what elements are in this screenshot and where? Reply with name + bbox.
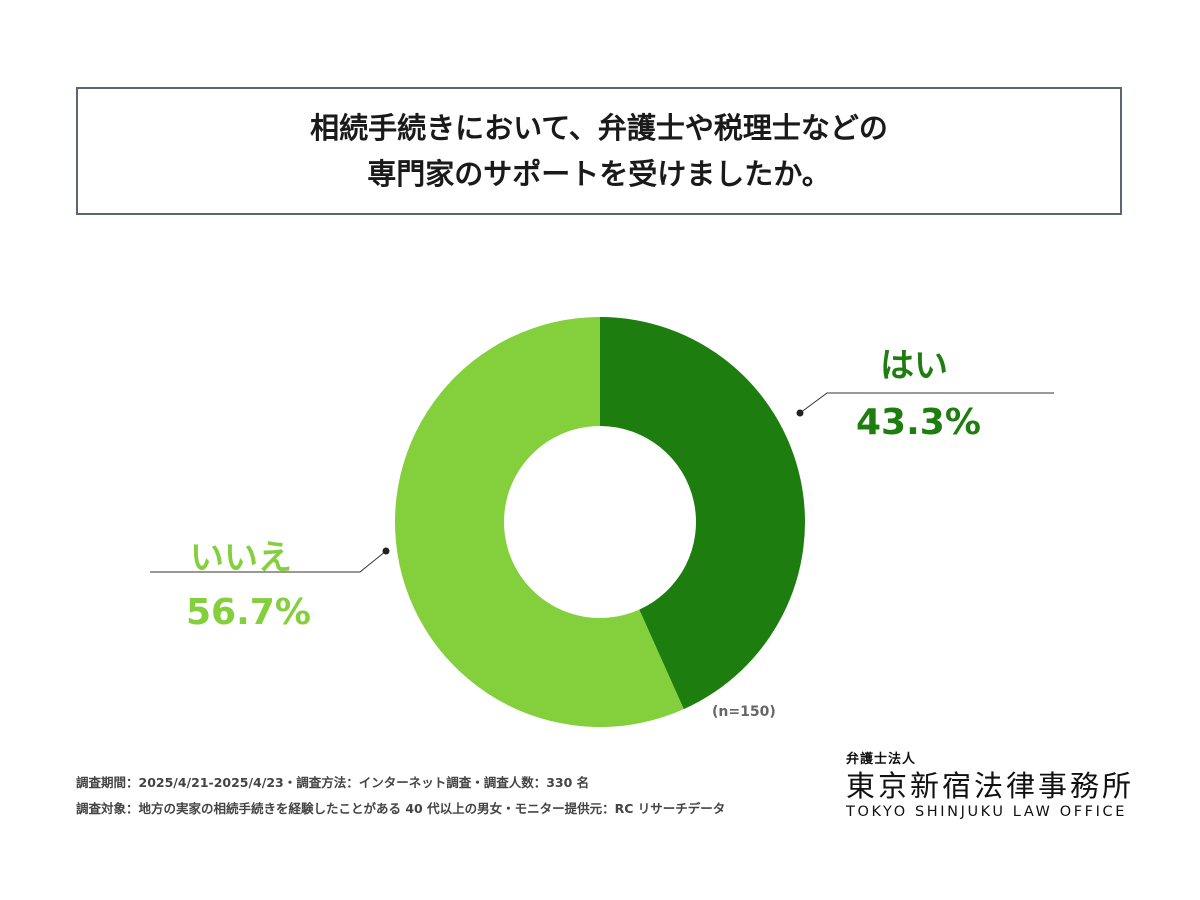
- survey-period-note: 調査期間：2025/4/21-2025/4/23・調査方法：インターネット調査・…: [76, 775, 590, 790]
- sample-size-note: (n=150): [712, 704, 776, 720]
- title-line-1: 相続手続きにおいて、弁護士や税理士などの: [310, 111, 888, 145]
- leader-line-yes: [799, 392, 1054, 414]
- category-label-no: いいえ: [190, 538, 292, 578]
- leader-line-no-dot: [382, 547, 390, 555]
- category-label-yes: はい: [880, 346, 948, 386]
- value-label-no: 56.7%: [186, 592, 311, 633]
- donut-slice-no: [395, 317, 684, 727]
- title-box: 相続手続きにおいて、弁護士や税理士などの 専門家のサポートを受けましたか。: [76, 87, 1122, 215]
- law-office-logo: 弁護士法人 東京新宿法律事務所 TOKYO SHINJUKU LAW OFFIC…: [846, 748, 1136, 820]
- logo-english-name: TOKYO SHINJUKU LAW OFFICE: [846, 804, 1127, 820]
- value-label-yes: 43.3%: [856, 402, 981, 443]
- survey-target-note: 調査対象：地方の実家の相続手続きを経験したことがある 40 代以上の男女・モニタ…: [76, 801, 726, 816]
- leader-line-no: [150, 550, 387, 573]
- leader-line-yes-dot: [796, 409, 804, 417]
- title-line-2: 専門家のサポートを受けましたか。: [367, 157, 831, 191]
- logo-name: 東京新宿法律事務所: [846, 769, 1135, 803]
- donut-slice-yes: [600, 317, 805, 710]
- logo-subtitle: 弁護士法人: [846, 752, 917, 767]
